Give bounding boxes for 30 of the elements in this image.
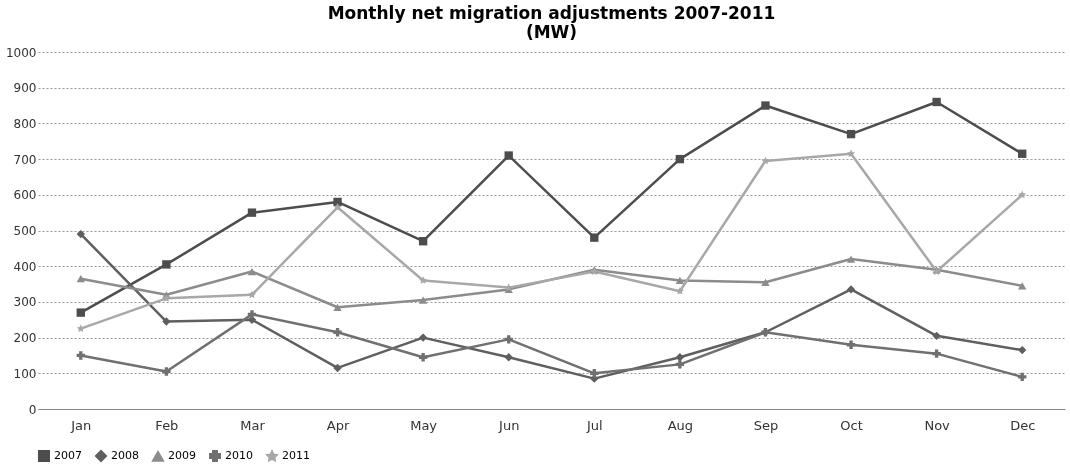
x-tick-label: Mar [240, 417, 266, 433]
x-tick-label: Apr [326, 417, 350, 433]
x-tick-label: Oct [840, 417, 863, 433]
y-tick-label: 100 [13, 366, 37, 381]
y-tick-label: 1000 [5, 45, 37, 60]
y-tick-label: 800 [13, 116, 37, 131]
legend-label: 2011 [282, 449, 310, 463]
legend-label: 2007 [54, 449, 82, 462]
legend-label: 2010 [225, 449, 253, 462]
x-tick-label: Nov [924, 417, 951, 433]
x-tick-label: Jan [70, 417, 92, 433]
y-tick-label: 300 [13, 295, 37, 310]
y-tick-label: 500 [13, 224, 37, 238]
legend-label: 2008 [111, 449, 139, 462]
x-tick-label: Jul [585, 417, 603, 433]
x-tick-label: Dec [1010, 417, 1036, 433]
legend-label: 2009 [168, 449, 196, 463]
y-tick-label: 200 [13, 331, 37, 346]
x-tick-label: Sep [753, 417, 779, 433]
x-tick-label: Aug [667, 417, 694, 433]
y-tick-label: 900 [13, 81, 37, 96]
x-tick-label: Jun [498, 417, 520, 433]
y-tick-label: 600 [13, 188, 37, 203]
x-tick-label: Feb [155, 417, 179, 433]
y-tick-label: 700 [13, 152, 37, 167]
x-tick-label: May [410, 417, 438, 433]
text: Monthly net migration adjustments 2007-2011 [327, 3, 776, 23]
text: (MW) [525, 22, 578, 42]
y-tick-label: 400 [13, 259, 37, 274]
y-tick-label: 0 [28, 402, 37, 417]
